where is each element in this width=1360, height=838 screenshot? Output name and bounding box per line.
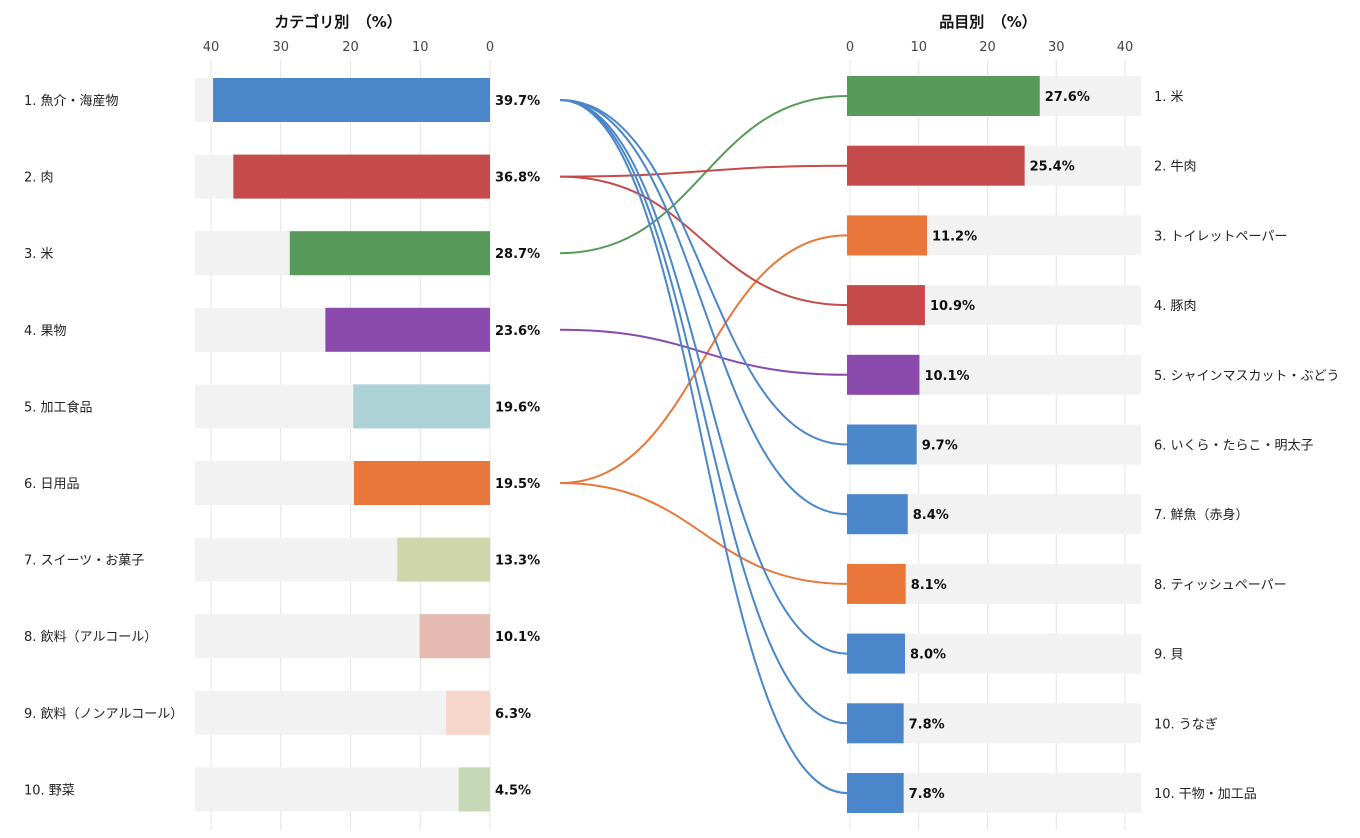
link-line-4	[559, 175, 848, 307]
right-bar-9	[847, 633, 905, 674]
right-value-label-7: 8.4%	[913, 508, 949, 523]
left-bar-7	[397, 537, 490, 582]
left-tick-label-20: 20	[342, 40, 359, 55]
right-tick-label-10: 10	[910, 40, 927, 55]
right-bar-6	[847, 424, 917, 465]
right-tick-label-40: 40	[1117, 40, 1134, 55]
left-bar-9	[446, 690, 490, 735]
left-tick-label-0: 0	[486, 40, 494, 55]
right-value-label-11: 7.8%	[909, 787, 945, 802]
right-category-label-7: 7. 鮮魚（赤身）	[1154, 507, 1249, 523]
left-value-label-4: 23.6%	[495, 324, 540, 339]
right-bar-1	[847, 76, 1040, 116]
right-category-label-11: 10. 干物・加工品	[1154, 787, 1257, 802]
link-line-9	[559, 99, 848, 655]
left-tick-label-30: 30	[272, 40, 289, 55]
right-category-label-5: 5. シャインマスカット・ぶどう	[1154, 369, 1340, 384]
left-category-label-3: 3. 米	[24, 247, 54, 262]
left-category-label-6: 6. 日用品	[24, 477, 80, 492]
left-value-label-2: 36.8%	[495, 171, 540, 186]
right-bar-11	[847, 773, 904, 813]
right-category-label-2: 2. 牛肉	[1154, 160, 1197, 175]
left-bar-4	[325, 307, 490, 352]
right-bar-7	[847, 494, 908, 535]
right-chart-title: 品目別 （%）	[939, 13, 1037, 31]
left-value-label-8: 10.1%	[495, 630, 540, 645]
left-value-label-10: 4.5%	[495, 783, 531, 798]
right-bar-2	[847, 145, 1025, 186]
link-line-1	[559, 95, 848, 255]
right-value-label-1: 27.6%	[1045, 90, 1090, 105]
right-bar-8	[847, 563, 906, 604]
left-category-label-2: 2. 肉	[24, 171, 54, 186]
left-bar-track-9	[195, 690, 490, 735]
right-value-label-10: 7.8%	[909, 717, 945, 732]
right-bar-3	[847, 215, 927, 256]
left-category-label-5: 5. 加工食品	[24, 399, 93, 415]
left-category-label-10: 10. 野菜	[24, 783, 75, 798]
left-bar-2	[233, 154, 490, 199]
right-category-label-9: 9. 貝	[1154, 648, 1184, 663]
left-category-label-9: 9. 飲料（ノンアルコール）	[24, 706, 183, 722]
right-category-label-10: 10. うなぎ	[1154, 717, 1218, 732]
left-chart-title: カテゴリ別 （%）	[274, 13, 402, 31]
left-bar-10	[458, 767, 490, 812]
right-value-label-2: 25.4%	[1030, 160, 1075, 175]
link-line-7	[559, 99, 848, 516]
right-bar-5	[847, 354, 920, 395]
left-tick-label-40: 40	[203, 40, 220, 55]
link-line-11	[559, 99, 848, 794]
right-tick-label-30: 30	[1048, 40, 1065, 55]
right-bar-4	[847, 285, 925, 326]
left-value-label-7: 13.3%	[495, 554, 540, 569]
left-category-label-8: 8. 飲料（アルコール）	[24, 629, 157, 645]
left-value-label-5: 19.6%	[495, 400, 540, 415]
left-value-label-3: 28.7%	[495, 247, 540, 262]
link-line-6	[559, 99, 848, 446]
left-category-label-4: 4. 果物	[24, 324, 67, 339]
left-bar-5	[353, 384, 490, 429]
right-category-label-8: 8. ティッシュペーパー	[1154, 578, 1287, 593]
right-tick-label-0: 0	[846, 40, 854, 55]
bar-layer	[213, 76, 1040, 813]
left-category-label-1: 1. 魚介・海産物	[24, 93, 119, 109]
right-value-label-3: 11.2%	[932, 229, 977, 244]
right-value-label-9: 8.0%	[910, 648, 946, 663]
left-bar-6	[353, 461, 490, 505]
left-category-label-7: 7. スイーツ・お菓子	[24, 554, 144, 569]
link-line-10	[559, 99, 848, 725]
right-value-label-8: 8.1%	[911, 578, 947, 593]
label-layer: カテゴリ別 （%） 品目別 （%） 40 30 20 10 0 0 10 20 30 40 1. 魚…	[24, 13, 1340, 802]
right-tick-label-20: 20	[979, 40, 996, 55]
link-line-5	[559, 328, 848, 376]
right-value-label-4: 10.9%	[930, 299, 975, 314]
left-bar-track-10	[195, 767, 490, 812]
right-category-label-3: 3. トイレットペーパー	[1154, 229, 1287, 244]
link-line-8	[559, 482, 848, 585]
link-line-2	[559, 164, 848, 178]
left-bar-3	[289, 231, 490, 276]
left-value-label-6: 19.5%	[495, 477, 540, 492]
right-bar-10	[847, 703, 904, 744]
link-layer	[559, 95, 848, 794]
right-value-label-5: 10.1%	[924, 369, 969, 384]
left-tick-label-10: 10	[412, 40, 429, 55]
right-value-label-6: 9.7%	[922, 439, 958, 454]
left-value-label-1: 39.7%	[495, 94, 540, 109]
left-bar-1	[213, 78, 490, 122]
left-bar-8	[419, 614, 490, 659]
right-category-label-6: 6. いくら・たらこ・明太子	[1154, 439, 1314, 454]
left-value-label-9: 6.3%	[495, 707, 531, 722]
link-line-3	[559, 234, 848, 484]
right-category-label-1: 1. 米	[1154, 90, 1184, 105]
right-category-label-4: 4. 豚肉	[1154, 299, 1197, 314]
